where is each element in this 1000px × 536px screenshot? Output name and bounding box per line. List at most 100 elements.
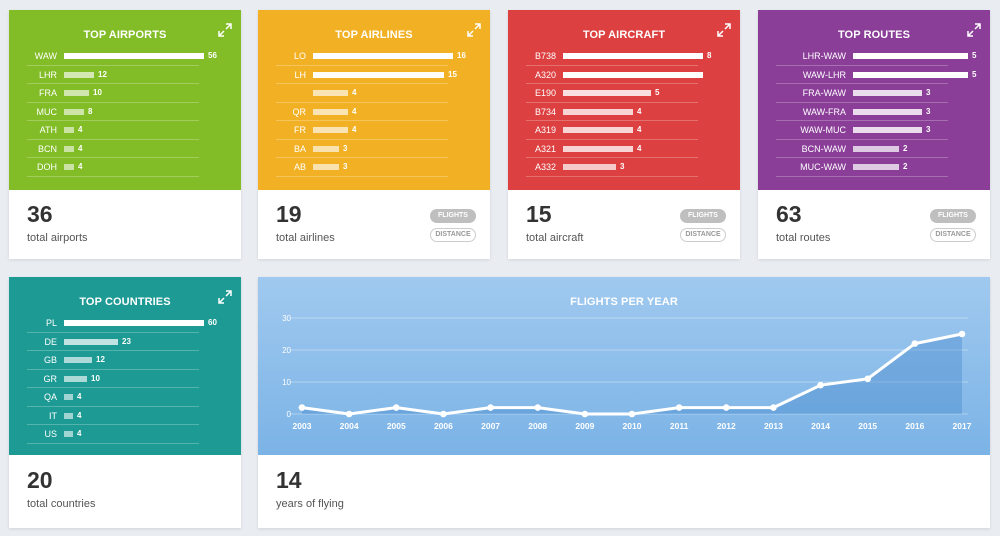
row-bar (853, 164, 899, 170)
list-row: WAW-FRA 3 (776, 103, 948, 121)
row-bar (313, 164, 339, 170)
data-point[interactable] (675, 404, 683, 411)
data-point[interactable] (770, 404, 777, 411)
data-point[interactable] (534, 404, 542, 411)
distance-toggle[interactable]: DISTANCE (430, 228, 476, 242)
row-label: MUC (36, 106, 58, 117)
data-point[interactable] (958, 330, 966, 338)
row-value: 10 (93, 88, 102, 97)
row-bar (313, 145, 339, 152)
data-point[interactable] (817, 381, 824, 389)
row-value: 5 (655, 88, 660, 97)
row-label: GB (43, 355, 57, 365)
row-label: QA (43, 392, 57, 402)
row-bar (313, 127, 348, 133)
row-label: DOH (37, 162, 57, 172)
expand-icon[interactable] (717, 23, 731, 37)
top-airports-panel: TOP AIRPORTS WAW 56 LHR 12 FRA 10 MUC 8 ATH 4 BCN 4… (9, 10, 241, 190)
row-bar (64, 375, 87, 382)
data-point[interactable] (487, 404, 494, 411)
row-bar (64, 320, 204, 326)
data-point[interactable] (581, 410, 589, 418)
row-value: 4 (78, 125, 83, 134)
total-airlines-label: total airlines (276, 232, 335, 244)
data-point[interactable] (911, 340, 919, 347)
flights-toggle[interactable]: FLIGHTS (930, 209, 976, 223)
expand-icon[interactable] (967, 23, 981, 37)
row-bar (853, 145, 899, 152)
list-row: FR 4 (276, 121, 448, 140)
list-row: LO 16 (276, 47, 466, 66)
list-row: BCN 4 (27, 140, 199, 158)
expand-icon[interactable] (218, 290, 232, 304)
distance-toggle[interactable]: DISTANCE (680, 228, 726, 242)
top-routes-card: TOP ROUTES LHR-WAW 5 WAW-LHR 5 FRA-WAW 3 WAW-F… (758, 10, 990, 259)
row-label: US (44, 429, 57, 439)
x-tick-label: 2017 (953, 421, 972, 431)
list-row: LHR-WAW 5 (776, 47, 976, 66)
row-label: MUC-WAW (800, 162, 846, 172)
top-airlines-list: LO 16 LH 15 4 QR 4 FR 4 BA 3 AB 3 (276, 47, 466, 177)
expand-icon[interactable] (218, 23, 232, 37)
list-row: GR 10 (27, 370, 199, 388)
row-value: 3 (343, 143, 348, 153)
row-bar (64, 108, 84, 115)
row-bar (64, 357, 92, 363)
data-point[interactable] (298, 404, 306, 411)
list-row: WAW 56 (27, 47, 217, 66)
row-label: ATH (39, 125, 57, 135)
data-point[interactable] (345, 410, 353, 418)
data-point[interactable] (722, 404, 730, 411)
list-row: ATH 4 (27, 121, 199, 140)
data-point[interactable] (628, 410, 636, 418)
list-row: BA 3 (276, 140, 448, 158)
row-value: 3 (620, 162, 625, 171)
row-bar (563, 164, 616, 170)
row-bar (64, 127, 74, 133)
row-bar (563, 108, 633, 115)
row-bar (313, 53, 453, 59)
row-value: 4 (77, 392, 82, 401)
row-value: 12 (96, 355, 105, 364)
total-countries-label: total countries (27, 498, 96, 510)
row-bar (64, 164, 74, 170)
row-label: AB (293, 162, 306, 172)
row-value: 5 (972, 69, 977, 79)
x-tick-label: 2003 (293, 421, 312, 431)
list-row: PL 60 (27, 314, 217, 333)
data-point[interactable] (864, 375, 872, 383)
row-label: BCN (37, 143, 57, 154)
row-label: B738 (534, 51, 556, 61)
list-row: IT 4 (27, 407, 199, 425)
data-point[interactable] (392, 404, 400, 411)
row-label: LHR (38, 69, 57, 80)
flights-per-year-card: FLIGHTS PER YEAR 0 10 20 30 2003 2004 2005 2006… (258, 277, 990, 528)
top-countries-panel: TOP COUNTRIES PL 60 DE 23 GB 12 GR 10 QA 4 IT 4 US 4 (9, 277, 241, 455)
flights-toggle[interactable]: FLIGHTS (430, 209, 476, 223)
row-bar (853, 71, 968, 78)
list-row: B734 4 (526, 103, 698, 121)
row-bar (563, 127, 633, 133)
row-value: 4 (637, 106, 642, 116)
list-row: B738 8 (526, 47, 711, 66)
row-value: 4 (78, 143, 83, 153)
list-row: AB 3 (276, 158, 448, 177)
row-label: LH (294, 69, 306, 80)
list-row: DE 23 (27, 333, 199, 351)
row-label: FRA (39, 88, 57, 98)
row-bar (64, 53, 204, 59)
row-bar (64, 338, 118, 345)
list-row: DOH 4 (27, 158, 199, 177)
row-label: WAW-LHR (802, 69, 846, 80)
total-countries-count: 20 (27, 467, 53, 493)
top-routes-panel: TOP ROUTES LHR-WAW 5 WAW-LHR 5 FRA-WAW 3 WAW-F… (758, 10, 990, 190)
flights-toggle[interactable]: FLIGHTS (680, 209, 726, 223)
row-value: 5 (972, 51, 977, 60)
top-airlines-card: TOP AIRLINES LO 16 LH 15 4 QR 4 FR 4 BA 3 AB 3 19 to… (258, 10, 490, 259)
row-label: PL (45, 318, 57, 328)
data-point[interactable] (440, 410, 447, 418)
distance-toggle[interactable]: DISTANCE (930, 228, 976, 242)
list-row: A320 (526, 66, 703, 84)
expand-icon[interactable] (467, 23, 481, 37)
row-label: IT (49, 410, 57, 421)
